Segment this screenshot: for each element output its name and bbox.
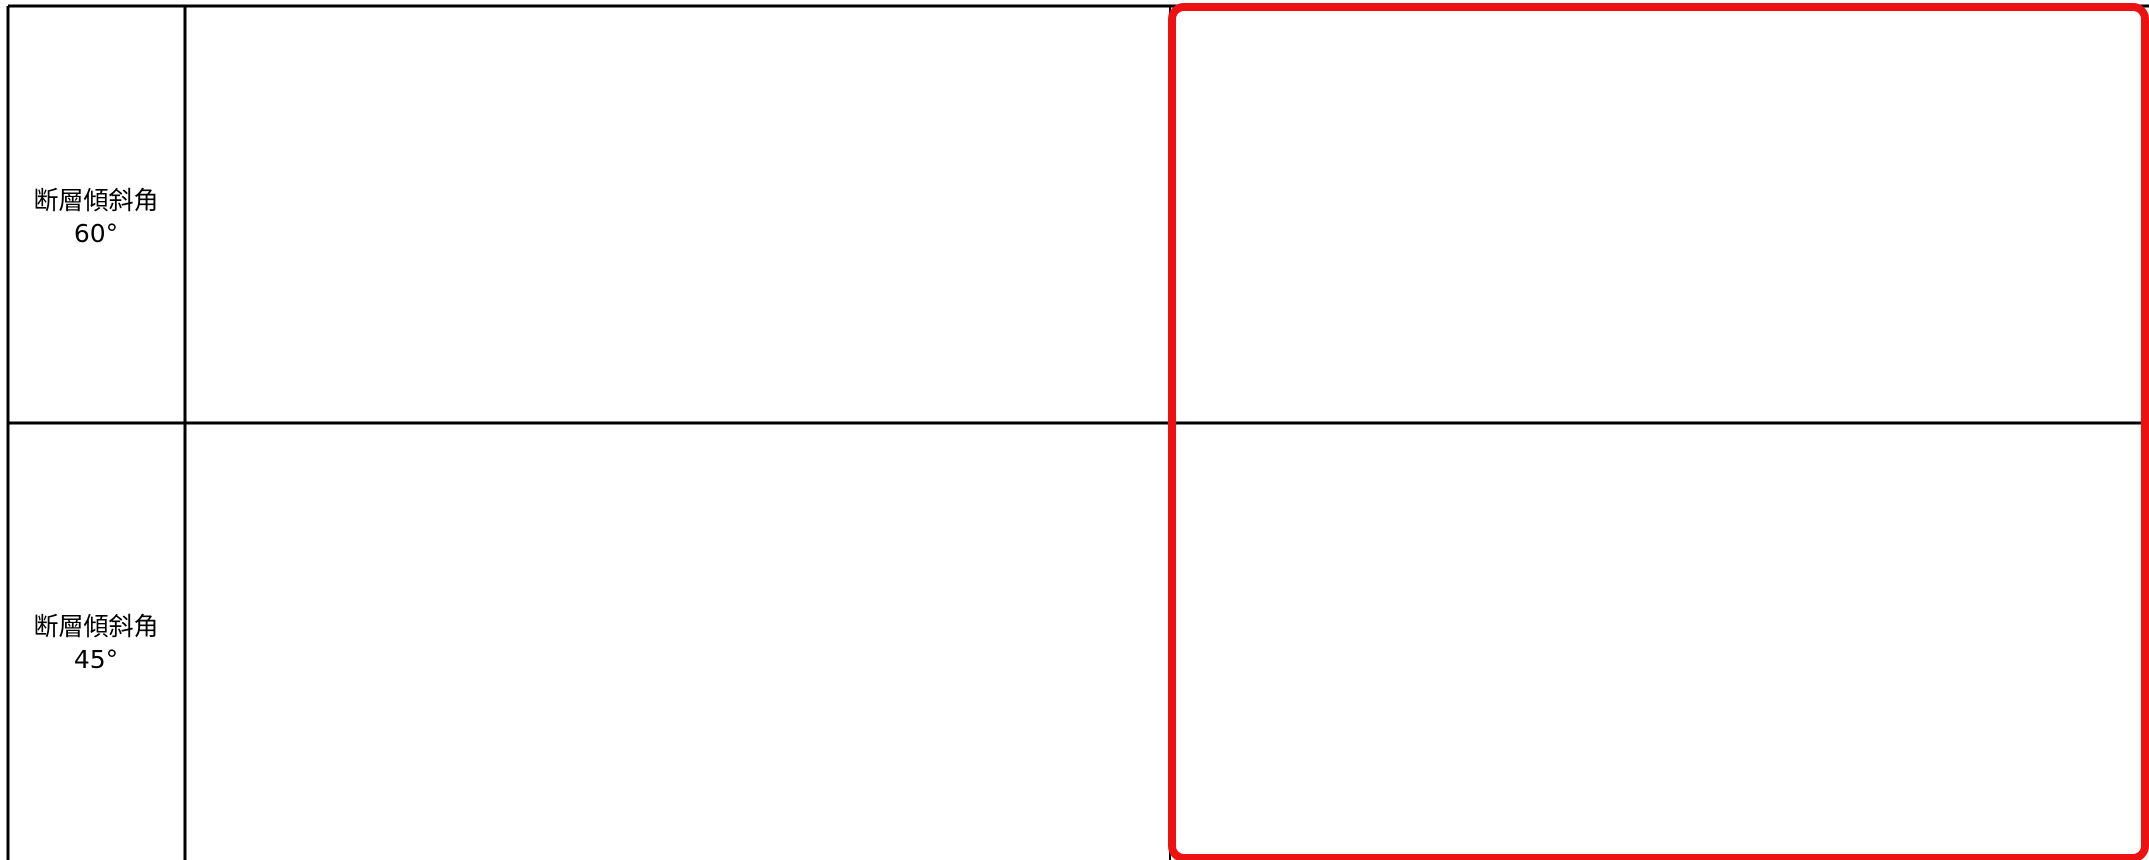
row-label-45: 断層傾斜角 45° xyxy=(8,610,184,676)
row-label-45-angle: 45° xyxy=(73,645,119,674)
row-label-60-angle: 60° xyxy=(73,219,119,248)
row-label-60-title: 断層傾斜角 xyxy=(33,186,159,215)
selection-frame xyxy=(1168,3,2149,860)
row-label-60: 断層傾斜角 60° xyxy=(8,184,184,250)
row-label-45-title: 断層傾斜角 xyxy=(33,612,159,641)
